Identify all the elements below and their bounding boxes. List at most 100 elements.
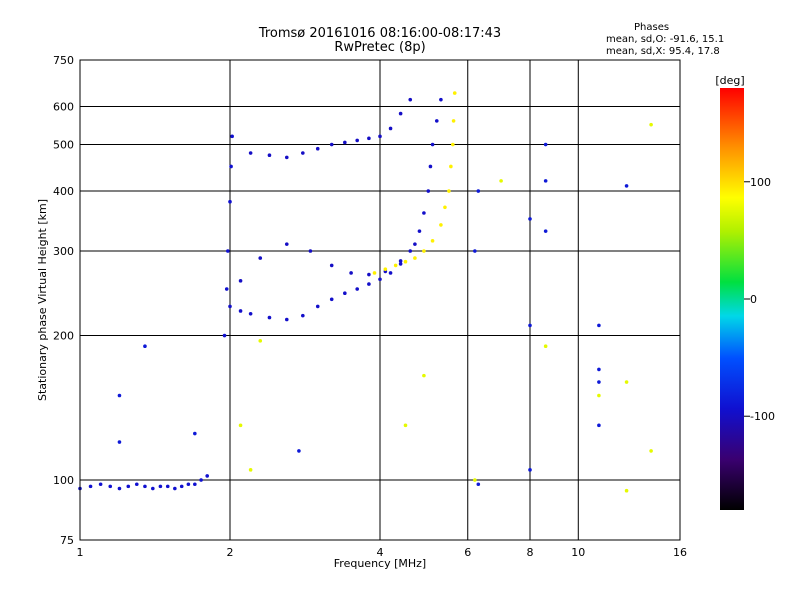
- x-tick-label: 8: [527, 546, 534, 559]
- data-point: [426, 189, 431, 193]
- data-point: [355, 138, 359, 143]
- data-point: [284, 155, 289, 160]
- data-point: [229, 164, 233, 169]
- data-point: [649, 122, 653, 127]
- data-point: [267, 153, 272, 158]
- data-point: [430, 142, 435, 147]
- data-point: [398, 111, 403, 116]
- data-point: [383, 267, 388, 271]
- data-point: [413, 242, 417, 246]
- data-point: [230, 134, 234, 139]
- data-point: [398, 259, 403, 263]
- data-point: [126, 484, 131, 489]
- data-point: [297, 449, 301, 453]
- data-point: [439, 223, 443, 227]
- data-point: [476, 482, 481, 487]
- data-point: [597, 393, 601, 398]
- data-point: [343, 140, 347, 145]
- data-point: [193, 431, 197, 436]
- data-point: [238, 279, 243, 283]
- colorbar: [720, 88, 744, 510]
- chart-title: Tromsø 20161016 08:16:00-08:17:43: [258, 26, 502, 41]
- data-point: [367, 272, 371, 277]
- data-point: [258, 256, 263, 260]
- data-point: [222, 333, 227, 338]
- colorbar-tick-label: -100: [750, 410, 775, 423]
- y-tick-label: 100: [53, 474, 74, 487]
- colorbar-tick-label: 100: [750, 176, 771, 189]
- data-point: [543, 142, 548, 147]
- data-point: [398, 262, 403, 266]
- data-point: [434, 119, 439, 123]
- data-point: [528, 323, 532, 328]
- data-point: [473, 249, 477, 253]
- data-point: [452, 91, 457, 95]
- data-point: [117, 393, 122, 398]
- data-point: [597, 323, 601, 328]
- x-tick-label: 6: [464, 546, 471, 559]
- colorbar-label: [deg]: [715, 74, 744, 87]
- data-point: [422, 249, 426, 253]
- data-point: [151, 486, 155, 491]
- phases-heading: Phases: [634, 22, 670, 33]
- data-point: [451, 142, 455, 147]
- data-point: [408, 249, 413, 253]
- grid-lines: [79, 59, 681, 541]
- y-tick-label: 400: [53, 185, 74, 198]
- data-point: [597, 380, 601, 384]
- data-point: [301, 313, 305, 318]
- x-tick-label: 4: [377, 546, 384, 559]
- data-point: [238, 309, 243, 313]
- data-point: [143, 484, 147, 489]
- data-point: [248, 468, 253, 472]
- y-tick-label: 600: [53, 101, 74, 114]
- data-point: [624, 380, 629, 384]
- x-tick-label: 16: [673, 546, 687, 559]
- y-tick-label: 750: [53, 54, 74, 67]
- data-point: [258, 339, 263, 343]
- x-tick-label: 1: [77, 546, 84, 559]
- data-point: [248, 151, 253, 155]
- y-axis-label: Stationary phase Virtual Height [km]: [36, 199, 49, 401]
- data-point: [308, 249, 313, 253]
- data-point: [473, 478, 477, 482]
- data-points: [78, 91, 653, 493]
- data-point: [403, 259, 408, 264]
- data-point: [528, 217, 532, 221]
- data-point: [224, 287, 229, 291]
- data-point: [349, 271, 353, 275]
- plot-frame: [79, 59, 681, 541]
- data-point: [158, 484, 163, 489]
- y-tick-label: 500: [53, 139, 74, 152]
- x-tick-labels: 1 2 4 6 8 10 16: [77, 546, 688, 559]
- data-point: [117, 486, 122, 491]
- data-point: [134, 482, 139, 487]
- data-point: [367, 282, 371, 286]
- phases-x-stats: mean, sd,X: 95.4, 17.8: [606, 46, 720, 57]
- data-point: [165, 484, 170, 489]
- data-point: [179, 484, 184, 489]
- data-point: [449, 164, 453, 169]
- colorbar-ticks: 100 0 -100: [744, 176, 775, 423]
- data-point: [329, 297, 334, 302]
- data-point: [597, 423, 601, 428]
- y-tick-labels: 75 100 200 300 400 500 600 750: [53, 54, 74, 547]
- data-point: [205, 474, 209, 478]
- data-point: [199, 478, 203, 482]
- data-point: [315, 304, 320, 309]
- data-point: [543, 344, 548, 349]
- data-point: [439, 97, 443, 102]
- data-point: [378, 277, 382, 282]
- data-point: [388, 126, 393, 131]
- data-point: [284, 317, 289, 322]
- x-tick-label: 10: [571, 546, 585, 559]
- data-point: [447, 189, 451, 193]
- data-point: [528, 468, 532, 472]
- data-point: [228, 199, 232, 204]
- data-point: [451, 119, 456, 123]
- data-point: [499, 179, 503, 183]
- data-point: [476, 189, 481, 193]
- data-point: [228, 304, 232, 309]
- data-point: [417, 229, 422, 233]
- data-point: [388, 271, 393, 275]
